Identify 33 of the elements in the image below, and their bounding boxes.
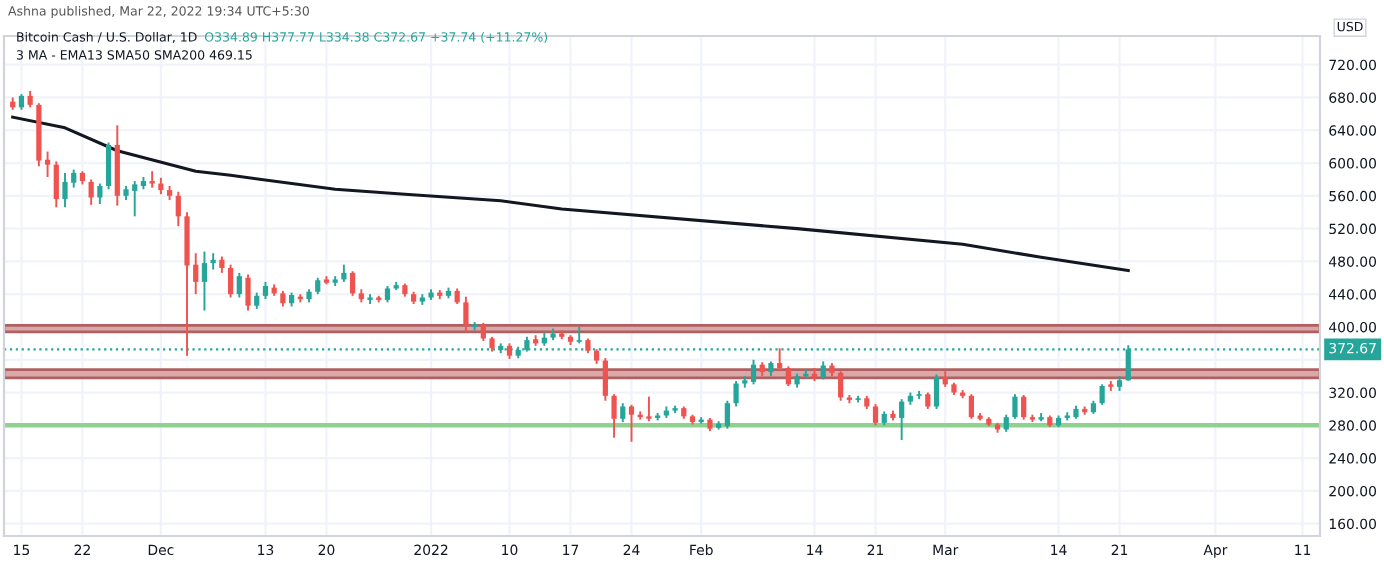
- candlestick: [1021, 394, 1027, 421]
- candlestick: [733, 380, 739, 408]
- candlestick: [750, 358, 757, 386]
- candlestick: [463, 295, 469, 333]
- candlestick: [785, 365, 791, 387]
- candlestick: [933, 373, 940, 410]
- candlestick: [44, 150, 51, 178]
- candlestick: [53, 160, 59, 209]
- candlestick: [1099, 383, 1105, 406]
- candlestick: [62, 171, 68, 209]
- candlestick: [105, 141, 112, 191]
- candlestick: [820, 360, 826, 381]
- candlestick: [620, 402, 626, 424]
- candlestick: [201, 250, 208, 312]
- line-series: [11, 115, 1130, 272]
- candlestick: [968, 393, 975, 420]
- candlestick: [628, 403, 635, 443]
- candlestick: [838, 370, 844, 402]
- candlestick: [1012, 393, 1018, 420]
- candlestick: [97, 182, 103, 205]
- candlestick: [602, 357, 608, 402]
- candlestick: [611, 393, 617, 439]
- candlestick: [88, 178, 94, 206]
- candlestick: [245, 273, 251, 312]
- candlestick: [236, 271, 242, 299]
- candlestick: [349, 270, 356, 297]
- candlestick: [175, 190, 181, 228]
- candlestick: [899, 398, 905, 442]
- candlestick: [777, 347, 783, 373]
- candlestick: [872, 403, 879, 427]
- candlestick: [724, 399, 730, 430]
- candlestick: [227, 263, 234, 299]
- candlestick: [646, 395, 652, 423]
